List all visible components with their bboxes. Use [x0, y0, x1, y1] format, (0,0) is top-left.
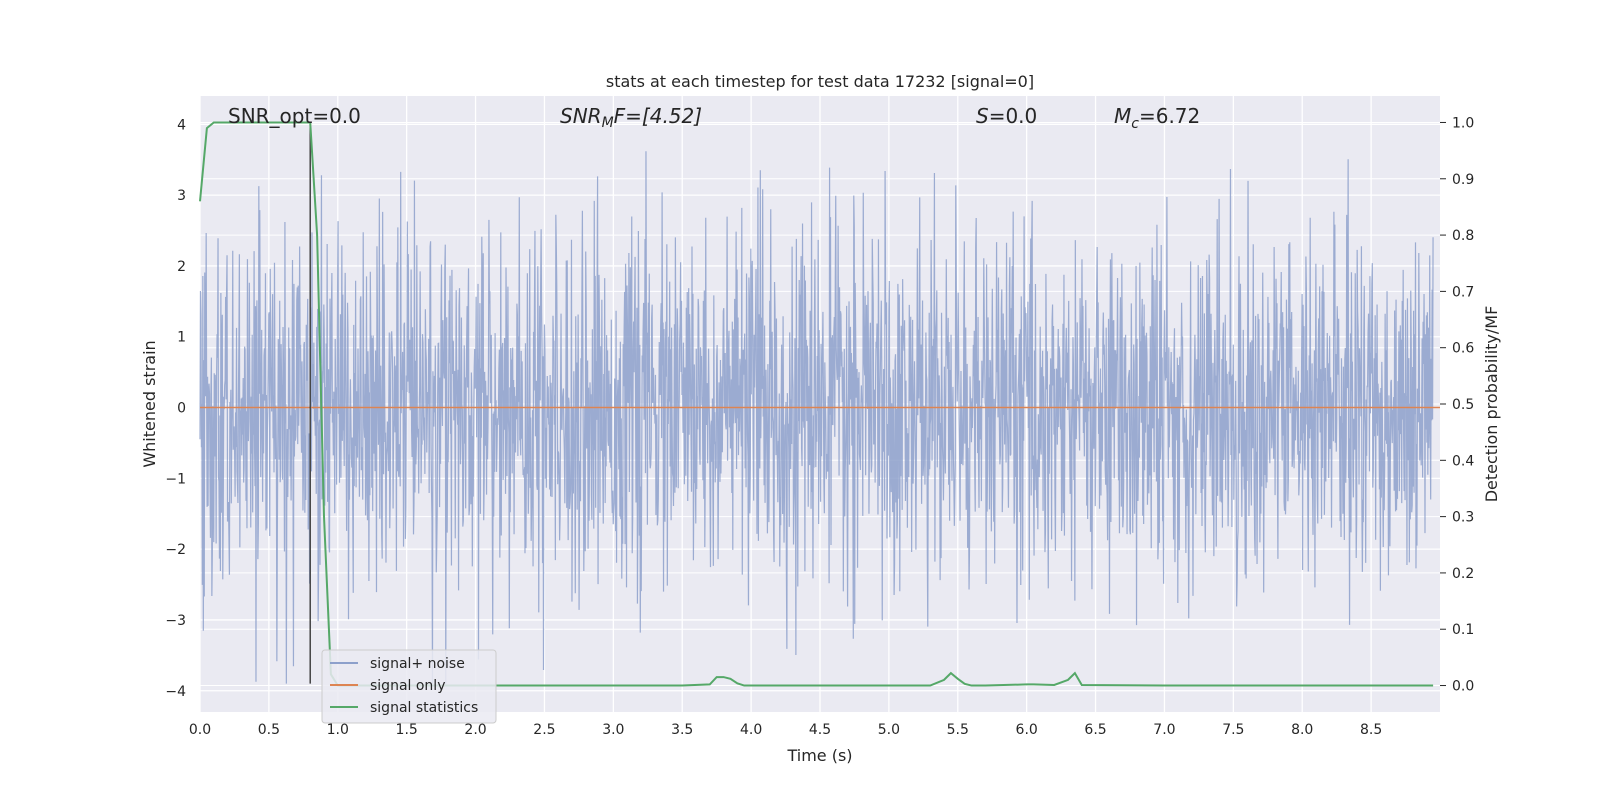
y-right-tick-label: 0.6: [1452, 341, 1474, 357]
x-tick-label: 3.5: [671, 722, 693, 738]
legend-box: [321, 649, 497, 724]
x-tick-label: 5.0: [878, 722, 900, 738]
annotation-mc: Mc=6.72: [1114, 104, 1200, 132]
x-tick-label: 4.0: [740, 722, 762, 738]
x-tick-label: 6.0: [1016, 722, 1038, 738]
x-tick-label: 7.0: [1153, 722, 1175, 738]
y-right-tick-label: 0.0: [1452, 679, 1474, 695]
y-right-tick-label: 0.8: [1452, 228, 1474, 244]
x-tick-label: 1.5: [396, 722, 418, 738]
y-right-axis-ticks: 1.0 0.9 0.8 0.7 0.6 0.5 0.4 0.3 0.2 0.1 0.0: [1440, 115, 1474, 695]
chart-title: stats at each timestep for test data 172…: [606, 72, 1034, 91]
signal-noise-series: [199, 151, 1434, 684]
y-right-tick-label: 0.2: [1452, 566, 1474, 582]
x-tick-label: 7.5: [1222, 722, 1244, 738]
x-tick-label: 2.0: [464, 722, 486, 738]
y-right-tick-label: 0.7: [1452, 284, 1474, 300]
y-tick-label: −1: [165, 471, 186, 487]
y-tick-label: −3: [165, 613, 186, 629]
y-right-tick-label: 0.1: [1452, 622, 1474, 638]
y-tick-label: 3: [177, 188, 186, 204]
y-right-axis-label: Detection probability/MF: [1482, 306, 1501, 503]
x-tick-label: 2.5: [533, 722, 555, 738]
y-tick-label: −4: [165, 684, 186, 700]
y-tick-label: 2: [177, 259, 186, 275]
x-tick-label: 1.0: [327, 722, 349, 738]
y-tick-label: −2: [165, 542, 186, 558]
annotation-snr-mf: SNRMF=[4.52]: [560, 104, 702, 131]
signal-statistics-line: [199, 121, 1434, 687]
y-axis-ticks: 4 3 2 1 0 −1 −2 −3 −4: [165, 117, 186, 699]
x-tick-label: 6.5: [1084, 722, 1106, 738]
x-tick-label: 5.5: [947, 722, 969, 738]
signal-statistics-series: [199, 121, 1434, 687]
legend: signal+ noise signal only signal statist…: [321, 649, 497, 724]
x-axis-label: Time (s): [786, 746, 852, 765]
y-tick-label: 1: [177, 330, 186, 346]
y-right-tick-label: 0.4: [1452, 453, 1474, 469]
y-tick-label: 4: [177, 117, 186, 133]
y-right-tick-label: 1.0: [1452, 115, 1474, 131]
annotation-s: S=0.0: [976, 104, 1037, 128]
y-right-tick-label: 0.9: [1452, 172, 1474, 188]
y-tick-label: 0: [177, 401, 186, 417]
x-axis-ticks: 0.0 0.5 1.0 1.5 2.0 2.5 3.0 3.5 4.0 4.5 5.0 5.5 6.0 6…: [189, 722, 1382, 738]
legend-label-signal-only: signal only: [370, 678, 445, 694]
x-tick-label: 4.5: [809, 722, 831, 738]
annotation-snr-opt: SNR_opt=0.0: [228, 104, 361, 128]
legend-label-signal-noise: signal+ noise: [370, 656, 465, 672]
x-tick-label: 8.0: [1291, 722, 1313, 738]
signal-noise-line: [199, 151, 1434, 684]
x-tick-label: 8.5: [1360, 722, 1382, 738]
y-right-tick-label: 0.5: [1452, 397, 1474, 413]
y-right-tick-label: 0.3: [1452, 510, 1474, 526]
x-tick-label: 0.5: [258, 722, 280, 738]
x-tick-label: 0.0: [189, 722, 211, 738]
x-tick-label: 3.0: [602, 722, 624, 738]
y-axis-label: Whitened strain: [140, 340, 159, 467]
legend-label-signal-statistics: signal statistics: [370, 700, 478, 716]
